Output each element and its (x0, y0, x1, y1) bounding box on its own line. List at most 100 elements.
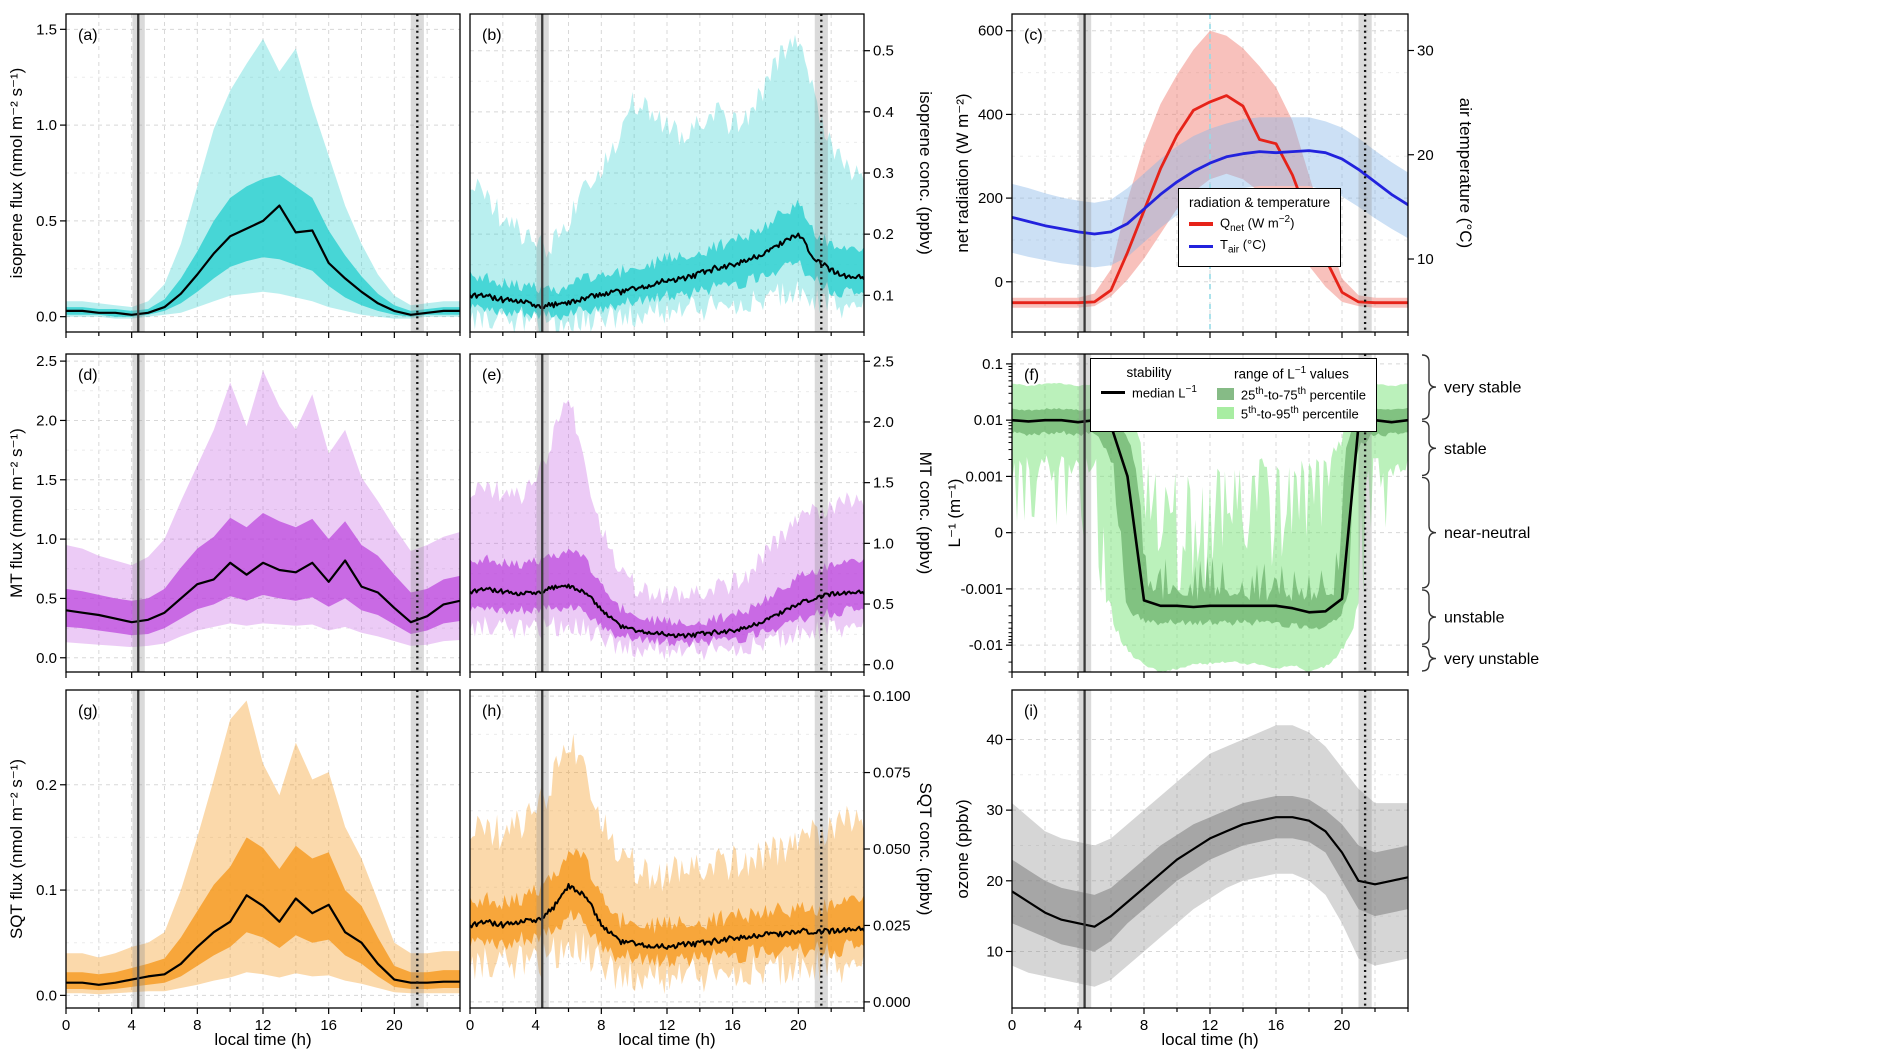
category-brace (1421, 476, 1437, 589)
gridlines (1012, 14, 1408, 332)
inner-band (66, 174, 460, 317)
stability-category-label: very stable (1444, 380, 1521, 397)
median-line (470, 583, 864, 639)
y-tick-label: 0.4 (873, 104, 894, 121)
twilight-band (1358, 354, 1372, 672)
median-line (1012, 418, 1408, 614)
x-tick-label: 16 (1268, 1017, 1285, 1034)
x-tick-label: 12 (659, 1017, 676, 1034)
y-tick-label: 1.5 (36, 472, 57, 489)
x-axis-label-col1: local time (h) (214, 1030, 312, 1049)
y-tick-label: 0.3 (873, 165, 894, 182)
y-tick-label: 20 (986, 873, 1003, 890)
y-tick-label: 40 (986, 731, 1003, 748)
median-line (470, 232, 864, 310)
x-tick-label: 20 (1334, 1017, 1351, 1034)
y-tick-label: 0.0 (36, 987, 57, 1004)
panel-g-sqt-flux: 0 4 8 12 16 20 0.0 0.1 0.2 SQT flux (nmol m⁻² s⁻¹… (7, 689, 461, 1034)
y-axis-label: L⁻¹ (m⁻¹) (946, 479, 964, 548)
y-tick-label: 1.5 (36, 21, 57, 38)
median-line (66, 204, 460, 316)
y-tick-label: -0.001 (960, 581, 1003, 598)
inner-band (1012, 796, 1408, 952)
y-tick-label: 0.0 (36, 650, 57, 667)
y-tick-label: 1.0 (873, 535, 894, 552)
twilight-band (814, 354, 828, 672)
y-tick-label: 0.01 (974, 412, 1003, 429)
panel-c-radiation-temperature: 0 200 400 600 net radiation (W m⁻²) 10 20 30 air… (953, 13, 1475, 338)
legend-item-label: Qnet (W m−2) (1220, 214, 1295, 234)
y-tick-label: 0.100 (873, 688, 911, 705)
panel-letter: (d) (78, 367, 98, 384)
category-brace (1421, 589, 1437, 645)
y-tick-label: 1.5 (873, 475, 894, 492)
y-tick-label: 0.5 (36, 590, 57, 607)
y-tick-label: 0.5 (873, 596, 894, 613)
inner-band (470, 548, 864, 648)
y-tick-label: -0.01 (969, 637, 1003, 654)
panel-letter: (a) (78, 27, 98, 44)
y-tick-label: 30 (1417, 42, 1434, 59)
panel-e-mt-conc: 0.0 0.5 1.0 1.5 2.0 2.5 MT conc. (ppbv) (e) (469, 353, 935, 678)
x-tick-label: 8 (597, 1017, 605, 1034)
stability-legend: stability median L−1 range of L−1 values 25… (1090, 358, 1377, 433)
inner-band (470, 199, 864, 321)
legend-col-range: range of L−1 values 25th-to-75th percenti… (1216, 365, 1366, 424)
panel-letter: (f) (1024, 367, 1039, 384)
y-tick-label: 600 (978, 23, 1003, 40)
legend-item-label: Tair (°C) (1220, 236, 1266, 256)
legend-item: Qnet (W m−2) (1189, 214, 1330, 234)
legend-col-stability: stability median L−1 (1101, 365, 1197, 424)
legend-box-swatch (1216, 387, 1234, 400)
x-tick-label: 8 (1140, 1017, 1148, 1034)
radiation-temperature-legend: radiation & temperature Qnet (W m−2) Tair … (1178, 188, 1342, 267)
panel-letter: (g) (78, 703, 98, 720)
y-axis-label: SQT flux (nmol m⁻² s⁻¹) (7, 759, 26, 939)
y-tick-label: 200 (978, 190, 1003, 207)
y-tick-label: 2.5 (36, 353, 57, 370)
y-tick-label: 0 (995, 525, 1003, 542)
twilight-band (814, 14, 828, 332)
x-tick-label: 0 (62, 1017, 70, 1034)
y-tick-label: 0.1 (873, 287, 894, 304)
legend-box-swatch (1216, 406, 1234, 419)
panel-i-ozone: 0 4 8 12 16 20 10 20 30 40 ozone (ppbv) (i) (953, 689, 1409, 1034)
y-tick-label: 0.001 (965, 468, 1003, 485)
y-tick-label: 10 (1417, 251, 1434, 268)
twilight-band (1358, 690, 1372, 1008)
median-line (66, 894, 460, 986)
panel-f-stability: 0.1 0.01 0.001 0 -0.001 -0.01 L⁻¹ (m⁻¹) (f) very… (946, 353, 1539, 678)
y-axis-label: net radiation (W m⁻²) (953, 93, 972, 252)
panel-a-isoprene-flux: 0.0 0.5 1.0 1.5 isoprene flux (nmol m⁻² s⁻¹)… (7, 13, 461, 338)
y-tick-label: 30 (986, 802, 1003, 819)
y-axis-label: isoprene conc. (ppbv) (916, 91, 935, 254)
legend-line-swatch (1101, 390, 1125, 394)
twilight-band (410, 14, 424, 332)
y-axis-label: SQT conc. (ppbv) (916, 783, 935, 916)
x-tick-label: 8 (193, 1017, 201, 1034)
y-tick-label: 0.0 (36, 309, 57, 326)
median-line (66, 559, 460, 624)
y-tick-label: 1.0 (36, 531, 57, 548)
y-axis-label: MT conc. (ppbv) (916, 452, 935, 575)
legend-title: radiation & temperature (1189, 195, 1331, 210)
category-brace (1421, 645, 1437, 672)
twilight-band (410, 690, 424, 1008)
median-line (1012, 816, 1408, 928)
stability-category-label: stable (1444, 441, 1487, 458)
y-tick-label: 0.5 (873, 43, 894, 60)
x-tick-label: 16 (724, 1017, 741, 1034)
y-tick-label: 400 (978, 106, 1003, 123)
y-tick-label: 0.2 (873, 226, 894, 243)
y-axis-label: ozone (ppbv) (953, 799, 972, 898)
stability-category-label: very unstable (1444, 651, 1539, 668)
panel-h-sqt-conc: 0 4 8 12 16 20 0.000 0.025 0.050 0.075 0.100 SQT co… (466, 688, 935, 1034)
median-line (1012, 94, 1408, 305)
y-tick-label: 2.5 (873, 353, 894, 370)
y-tick-label: 0.1 (982, 356, 1003, 373)
x-tick-label: 0 (1008, 1017, 1016, 1034)
x-axis-label-col3: local time (h) (1161, 1030, 1259, 1049)
stability-category-label: near-neutral (1444, 525, 1530, 542)
y-axis-label: isoprene flux (nmol m⁻² s⁻¹) (7, 68, 26, 279)
